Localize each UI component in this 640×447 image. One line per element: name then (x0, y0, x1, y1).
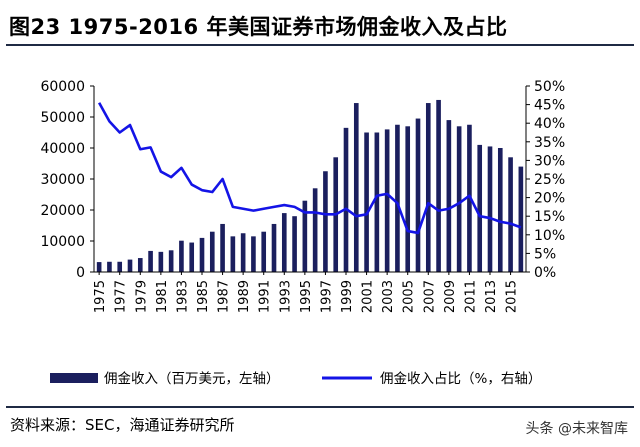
title-divider (6, 44, 634, 46)
bar-1990 (251, 236, 256, 272)
bar-1976 (107, 261, 112, 272)
bar-2002 (374, 132, 380, 272)
x-tick-label: 1993 (278, 280, 293, 313)
right-tick-label: 50% (534, 79, 565, 95)
bar-1992 (271, 223, 277, 272)
bar-2008 (436, 99, 441, 272)
x-tick-label: 1989 (237, 280, 252, 313)
bar-2001 (364, 132, 369, 272)
x-tick-label: 1997 (319, 280, 334, 313)
right-tick-label: 45% (534, 98, 565, 114)
bar-2010 (456, 126, 462, 272)
chart-title: 图23 1975-2016 年美国证券市场佣金收入及占比 (9, 15, 508, 39)
legend-bar-label: 佣金收入（百万美元，左轴） (104, 371, 280, 387)
source-note: 资料来源：SEC，海通证券研究所 (10, 416, 235, 434)
bar-1997 (323, 171, 328, 272)
right-tick-label: 20% (534, 191, 565, 207)
right-tick-label: 25% (534, 172, 565, 188)
bar-1999 (343, 127, 349, 272)
bar-1979 (137, 258, 143, 272)
x-tick-label: 2013 (484, 280, 499, 313)
x-tick-label: 1975 (93, 280, 108, 313)
right-tick-label: 10% (534, 228, 565, 244)
x-tick-label: 1995 (299, 280, 314, 313)
x-tick-label: 2015 (505, 280, 520, 313)
left-tick-label: 20000 (40, 203, 85, 219)
footer-divider (6, 406, 634, 408)
left-tick-label: 40000 (40, 141, 85, 157)
bar-1982 (168, 250, 174, 272)
bar-1984 (189, 242, 195, 272)
x-tick-label: 1983 (175, 280, 190, 313)
bar-1980 (148, 250, 153, 272)
x-tick-label: 1985 (196, 280, 211, 313)
left-tick-label: 0 (76, 265, 85, 281)
bar-1985 (199, 237, 205, 272)
right-tick-label: 0% (534, 265, 556, 281)
legend-line-label: 佣金收入占比（%，右轴） (380, 371, 541, 387)
left-tick-label: 10000 (40, 234, 85, 250)
bar-1987 (220, 223, 225, 272)
bar-2006 (415, 118, 421, 272)
bar-1978 (127, 259, 133, 272)
bar-2012 (477, 144, 483, 272)
bar-1975 (96, 262, 102, 272)
share-line (98, 102, 522, 235)
x-tick-label: 2003 (381, 280, 396, 313)
bar-1991 (261, 231, 267, 272)
x-tick-label: 1981 (155, 280, 170, 313)
bar-1996 (312, 188, 318, 272)
bar-2003 (384, 129, 390, 272)
left-tick-label: 50000 (40, 110, 85, 126)
right-tick-label: 30% (534, 153, 565, 169)
right-tick-label: 35% (534, 135, 565, 151)
bar-2009 (446, 120, 452, 272)
bar-1993 (281, 213, 287, 272)
x-tick-label: 2001 (361, 280, 376, 313)
left-tick-label: 60000 (40, 79, 85, 95)
bar-2013 (487, 146, 493, 272)
bar-2015 (508, 157, 513, 272)
bar-1994 (292, 216, 297, 272)
legend-bar-swatch (50, 373, 98, 383)
bar-2016 (518, 166, 524, 272)
x-tick-label: 1979 (134, 280, 149, 313)
left-tick-label: 30000 (40, 172, 85, 188)
chart-area: 0 10000 20000 30000 40000 50000 60000 0% 5% 10% 15… (40, 79, 565, 387)
bar-1981 (158, 251, 164, 272)
bar-1995 (302, 200, 308, 272)
bar-1989 (240, 233, 246, 272)
right-tick-label: 40% (534, 116, 565, 132)
bar-2005 (405, 126, 411, 272)
x-tick-label: 2007 (422, 280, 437, 313)
x-tick-label: 1999 (340, 280, 355, 313)
x-tick-label: 1987 (217, 280, 232, 313)
bar-2004 (395, 124, 400, 272)
bar-1988 (230, 236, 236, 272)
x-tick-label: 2005 (402, 280, 417, 313)
x-tick-label: 1977 (114, 280, 129, 313)
bar-1977 (117, 261, 123, 272)
watermark: 头条 @未来智库 (525, 421, 628, 437)
bar-2000 (353, 103, 359, 272)
x-tick-label: 1991 (258, 280, 273, 313)
bar-1986 (209, 231, 215, 272)
bar-2007 (425, 103, 431, 272)
bar-2014 (497, 148, 503, 272)
x-tick-label: 2011 (463, 280, 478, 313)
right-tick-label: 5% (534, 246, 556, 262)
x-tick-label: 2009 (443, 280, 458, 313)
right-tick-label: 15% (534, 209, 565, 225)
bar-1983 (179, 240, 184, 272)
